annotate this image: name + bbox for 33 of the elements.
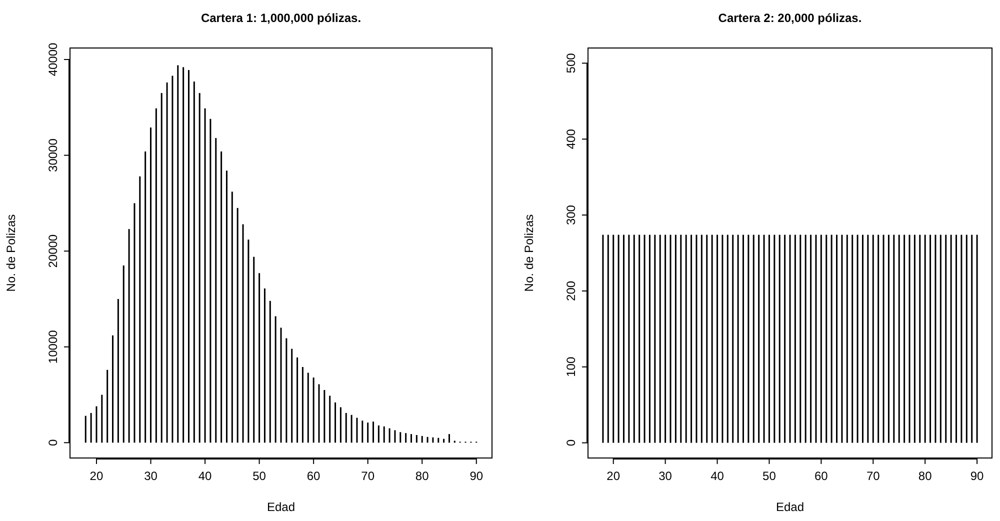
y-tick-label: 0 [564,439,578,446]
x-tick-label: 90 [470,469,484,483]
y-tick-label: 500 [564,52,578,74]
y-tick-label: 0 [46,439,60,446]
y-tick-label: 10000 [46,330,60,364]
y-axis-title: No. de Polizas [4,214,18,292]
x-tick-label: 20 [90,469,104,483]
x-tick-label: 20 [606,469,620,483]
y-tick-label: 40000 [46,42,60,76]
x-tick-label: 40 [198,469,212,483]
x-tick-label: 50 [762,469,776,483]
x-tick-label: 50 [252,469,266,483]
x-tick-label: 30 [144,469,158,483]
x-axis-title: Edad [776,500,804,514]
chart-title: Cartera 2: 20,000 pólizas. [718,11,862,25]
x-tick-label: 90 [970,469,984,483]
y-tick-label: 100 [564,356,578,377]
x-tick-label: 80 [415,469,430,483]
x-tick-label: 70 [866,469,880,483]
x-tick-label: 60 [306,469,321,483]
x-tick-label: 60 [814,469,828,483]
y-tick-label: 200 [564,280,578,301]
y-tick-label: 300 [564,204,578,226]
x-axis-title: Edad [266,500,296,514]
y-tick-label: 30000 [46,138,60,172]
y-axis-title: No. de Polizas [522,214,536,292]
x-tick-label: 30 [658,469,672,483]
y-tick-label: 400 [564,128,578,150]
x-tick-label: 80 [918,469,932,483]
chart-title: Cartera 1: 1,000,000 pólizas. [200,11,362,25]
y-tick-label: 20000 [46,234,60,268]
x-tick-label: 70 [361,469,375,483]
x-tick-label: 40 [710,469,724,483]
